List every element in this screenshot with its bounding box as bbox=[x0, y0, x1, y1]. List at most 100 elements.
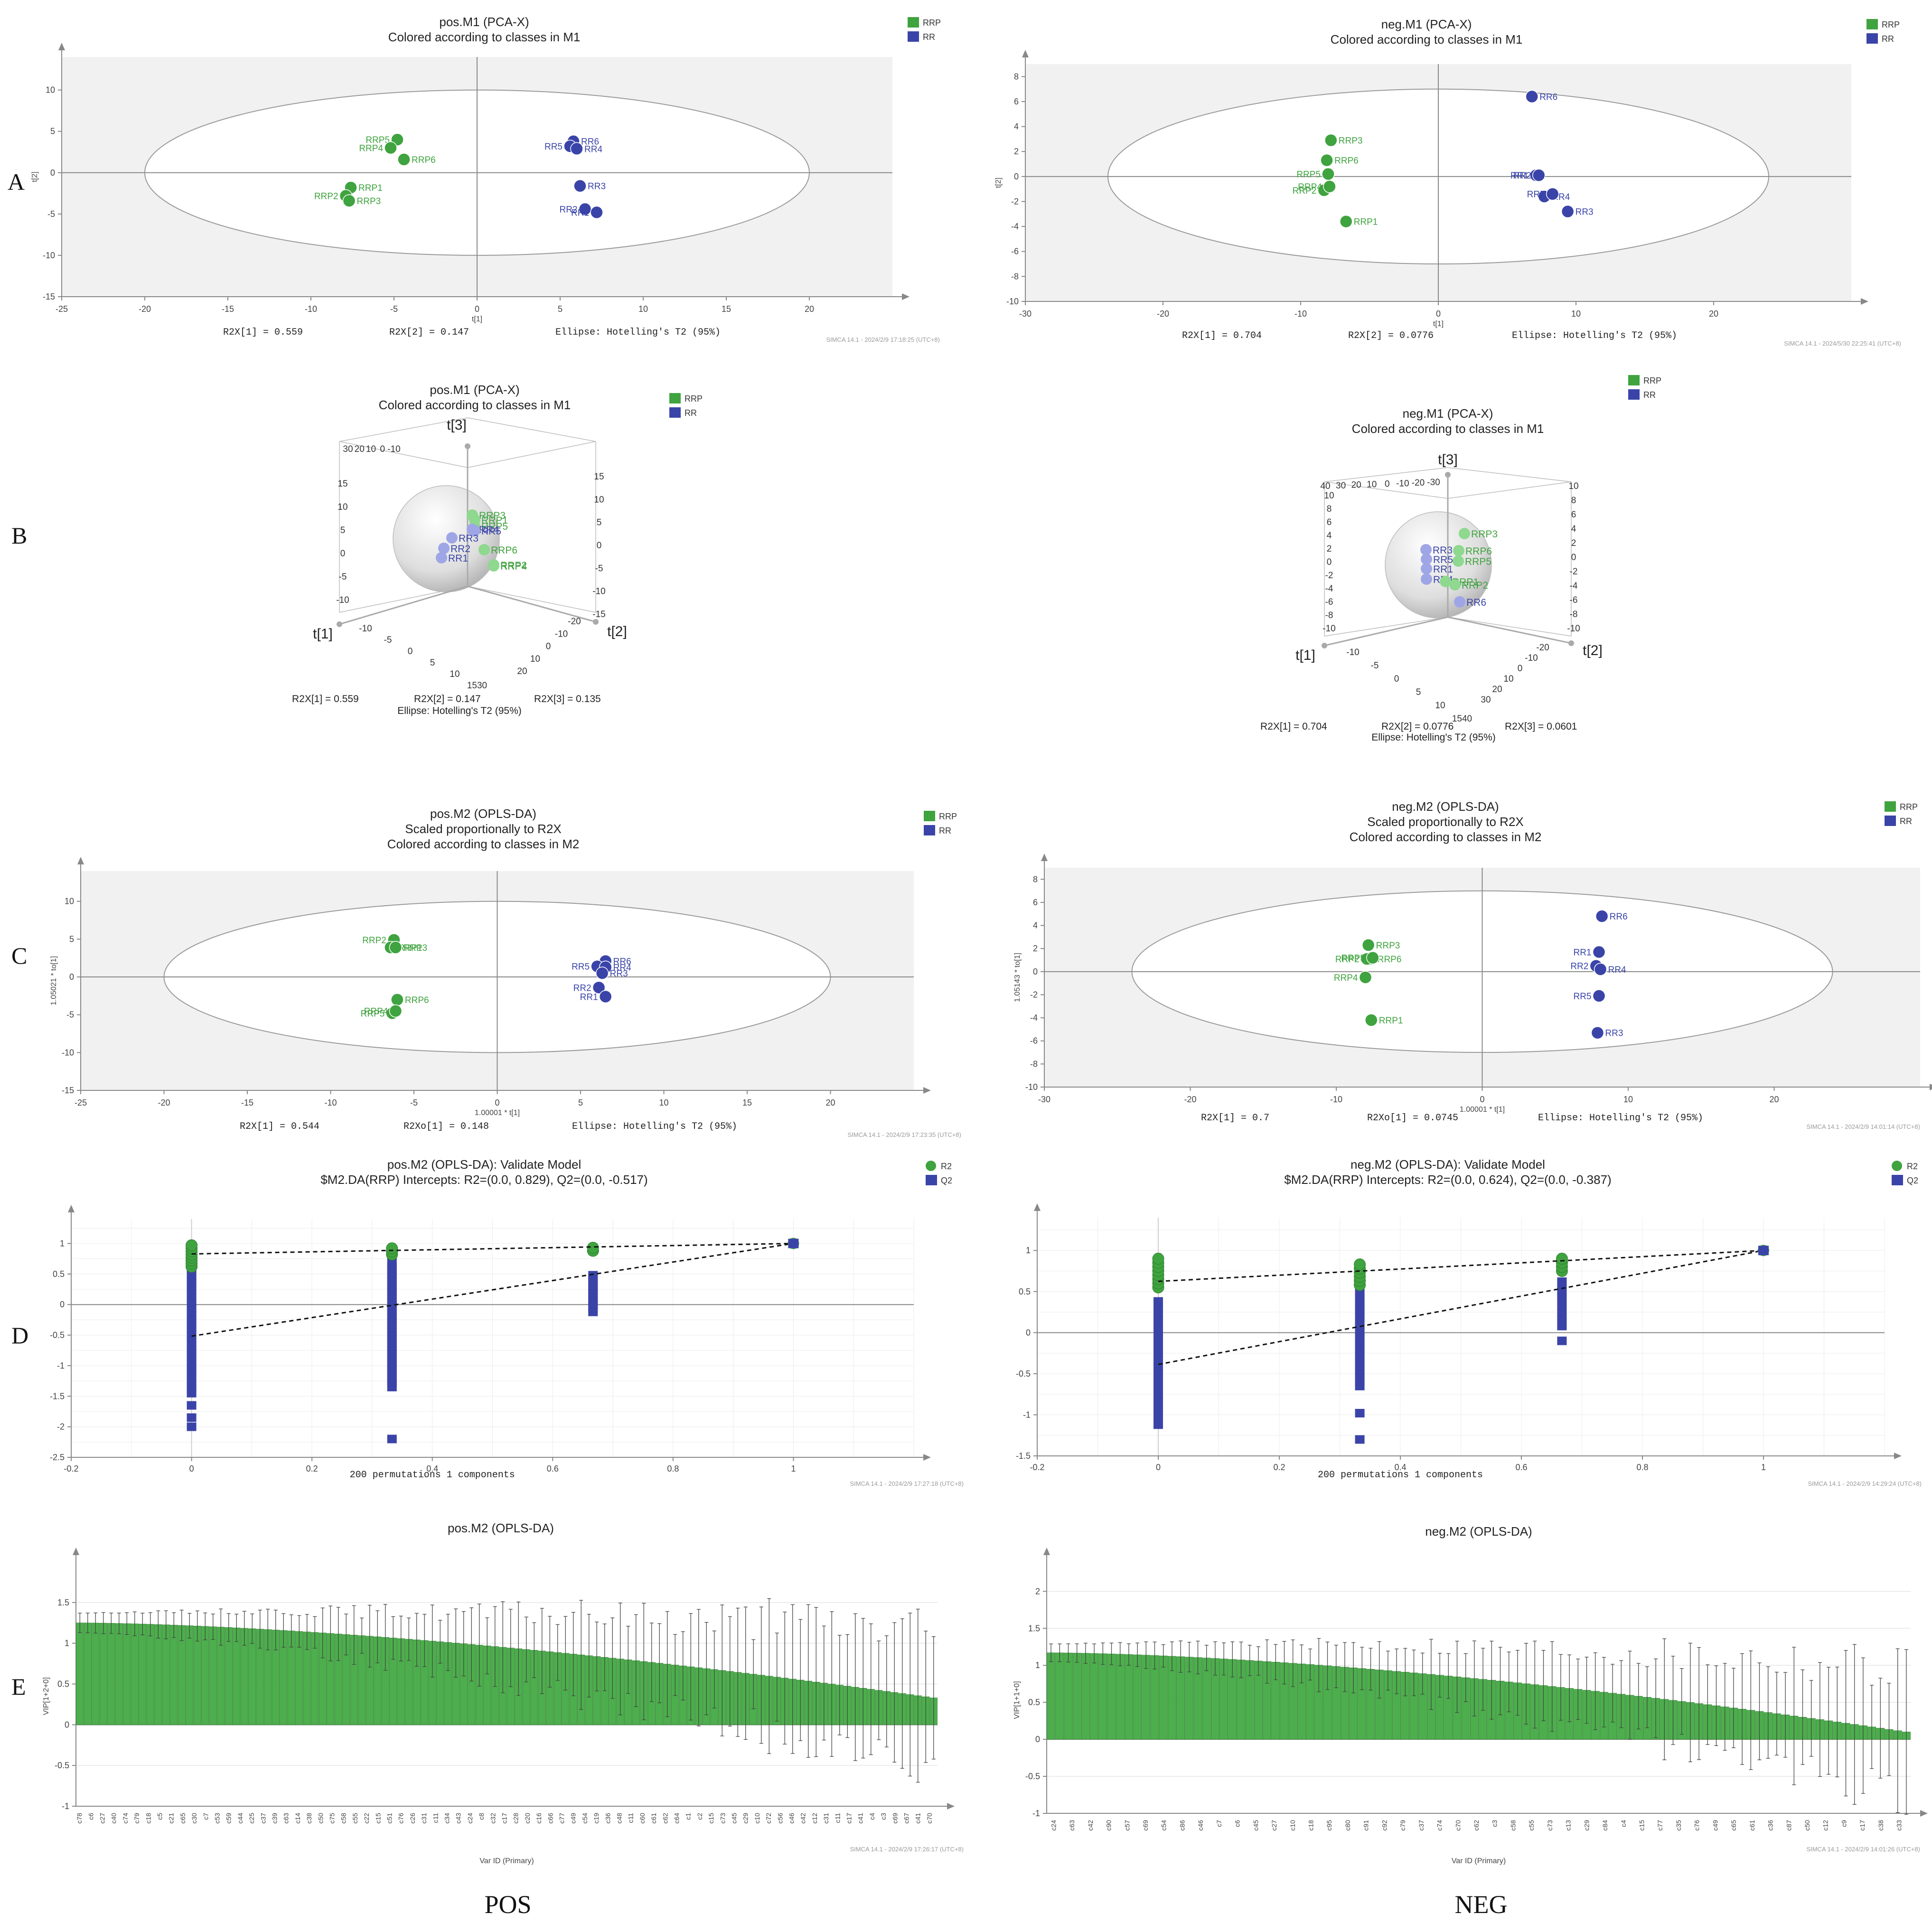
e-neg-category-label: c62 bbox=[1472, 1820, 1480, 1831]
column-label-pos: POS bbox=[484, 1890, 531, 1919]
c-neg-y-tick-label: 8 bbox=[1033, 874, 1038, 884]
b-neg-footer-stat: R2X[1] = 0.704 bbox=[1260, 721, 1327, 732]
b-neg-chart: neg.M1 (PCA-X)Colored according to class… bbox=[1260, 375, 1661, 743]
d-pos-legend-marker bbox=[926, 1161, 936, 1171]
a-neg-y-tick-label: -6 bbox=[1011, 247, 1019, 256]
d-pos-y-tick-label: 0 bbox=[60, 1300, 65, 1309]
e-pos-vip-bar bbox=[123, 1623, 131, 1725]
c-pos-point-label: RR2 bbox=[573, 983, 591, 993]
c-pos-subtitle: Scaled proportionally to R2X bbox=[405, 822, 562, 836]
d-pos-r2-intercept-line bbox=[191, 1242, 794, 1255]
b-pos-point-label: RRP4 bbox=[500, 561, 527, 572]
e-neg-category-label: c79 bbox=[1399, 1820, 1407, 1831]
a-neg-title: neg.M1 (PCA-X) bbox=[1381, 17, 1472, 31]
e-pos-category-label: c42 bbox=[799, 1813, 807, 1824]
d-pos-y-tick-label: -1.5 bbox=[50, 1391, 65, 1401]
b-neg-tick-label: 30 bbox=[1481, 695, 1491, 705]
d-neg-q2-outlier bbox=[1355, 1408, 1365, 1417]
b-neg-point-label: RRP2 bbox=[1462, 580, 1488, 591]
e-pos-category-label: c45 bbox=[731, 1813, 738, 1824]
b-neg-point-rrp5 bbox=[1453, 555, 1464, 567]
d-pos-x-tick-label: -0.2 bbox=[64, 1464, 78, 1473]
b-pos-tick-label: 10 bbox=[366, 444, 376, 454]
b-neg-tick-label: 6 bbox=[1571, 510, 1576, 520]
b-pos-point-label: RR3 bbox=[459, 533, 478, 544]
c-pos-point-label: RRP1 bbox=[398, 943, 422, 953]
a-pos-x-tick-label: 0 bbox=[475, 304, 479, 314]
b-pos-tick-label: -5 bbox=[595, 563, 603, 573]
b-pos-subtitle: Colored according to classes in M1 bbox=[379, 398, 571, 412]
d-pos-y-tick-label: 1 bbox=[60, 1238, 65, 1248]
e-neg-category-label: c29 bbox=[1583, 1820, 1590, 1831]
e-pos-y-arrow bbox=[73, 1548, 79, 1555]
c-neg-y-axis-label: 1.05143 * to[1] bbox=[1013, 953, 1022, 1002]
c-neg-y-tick-label: -4 bbox=[1030, 1013, 1038, 1022]
e-pos-category-label: c39 bbox=[271, 1813, 279, 1824]
c-neg-x-tick-label: -30 bbox=[1038, 1095, 1050, 1104]
b-pos-tick-label: 5 bbox=[430, 658, 435, 668]
d-pos-x-tick-label: 0.4 bbox=[426, 1464, 438, 1473]
c-pos-point-label: RRP4 bbox=[364, 1007, 388, 1017]
a-pos-simca-stamp: SIMCA 14.1 - 2024/2/9 17:18:25 (UTC+8) bbox=[826, 336, 940, 343]
b-neg-title: neg.M1 (PCA-X) bbox=[1403, 406, 1493, 421]
e-pos-category-label: c17 bbox=[501, 1813, 508, 1824]
b-pos-tick-label: -10 bbox=[387, 444, 400, 454]
e-neg-category-label: c35 bbox=[1675, 1820, 1682, 1831]
b-pos-axis-3d-tip bbox=[337, 621, 342, 627]
a-neg-point-rrp1 bbox=[1339, 215, 1353, 228]
e-pos-title: pos.M2 (OPLS-DA) bbox=[448, 1521, 554, 1535]
c-neg-x-tick-label: -20 bbox=[1184, 1095, 1196, 1104]
d-pos-q2-outlier bbox=[187, 1401, 197, 1410]
b-pos-tick-label: -5 bbox=[339, 572, 347, 582]
d-pos-x-arrow bbox=[923, 1454, 931, 1461]
b-pos-legend-marker bbox=[669, 393, 681, 403]
e-neg-vip-bar bbox=[1124, 1654, 1133, 1740]
c-pos-x-arrow bbox=[923, 1087, 931, 1094]
b-neg-point-label: RR6 bbox=[1466, 597, 1486, 608]
c-pos-x-tick-label: -25 bbox=[75, 1098, 87, 1107]
a-pos-legend-marker bbox=[908, 31, 919, 42]
e-pos-y-tick-label: -0.5 bbox=[55, 1761, 69, 1770]
a-pos-point-label: RRP4 bbox=[359, 144, 383, 154]
c-neg-y-tick-label: 0 bbox=[1033, 967, 1038, 976]
b-neg-footer-stat: R2X[3] = 0.0601 bbox=[1505, 721, 1577, 732]
e-neg-category-label: c17 bbox=[1858, 1820, 1866, 1831]
c-neg-footer-stat: R2Xo[1] = 0.0745 bbox=[1367, 1113, 1458, 1124]
c-pos-x-tick-label: 10 bbox=[659, 1098, 668, 1107]
c-pos-x-tick-label: 15 bbox=[742, 1098, 752, 1107]
a-neg-point-label: RR2 bbox=[1513, 171, 1531, 181]
b-neg-point-rr1 bbox=[1421, 563, 1432, 574]
d-neg-title: neg.M2 (OPLS-DA): Validate Model bbox=[1351, 1157, 1545, 1172]
e-neg-vip-bar bbox=[1098, 1653, 1107, 1740]
a-pos-point-label: RR3 bbox=[588, 182, 606, 192]
e-neg-category-label: c92 bbox=[1380, 1820, 1388, 1831]
e-pos-category-label: c72 bbox=[765, 1813, 772, 1824]
b-neg-axis-name: t[2] bbox=[1583, 643, 1603, 658]
e-pos-vip-bar bbox=[233, 1627, 241, 1725]
c-neg-legend-marker bbox=[1885, 801, 1896, 812]
b-pos-tick-label: 20 bbox=[517, 666, 527, 676]
a-neg-x-tick-label: -10 bbox=[1294, 309, 1307, 319]
e-pos-category-label: c40 bbox=[110, 1813, 118, 1824]
a-pos-y-tick-label: 0 bbox=[50, 168, 55, 178]
b-pos-tick-label: -5 bbox=[384, 635, 392, 645]
a-pos-point-label: RRP2 bbox=[314, 192, 338, 202]
b-neg-tick-label: 5 bbox=[1416, 687, 1421, 697]
e-pos-simca-stamp: SIMCA 14.1 - 2024/2/9 17:26:17 (UTC+8) bbox=[850, 1846, 964, 1853]
e-neg-vip-bar bbox=[1116, 1654, 1125, 1740]
panel-letter-e: E bbox=[11, 1673, 26, 1700]
a-neg-point-label: RR6 bbox=[1539, 92, 1557, 102]
b-neg-point-rrp1 bbox=[1440, 576, 1451, 587]
c-neg-y-arrow bbox=[1041, 854, 1048, 861]
e-neg-vip-bar bbox=[1090, 1653, 1099, 1740]
b-pos-point-rr1 bbox=[436, 552, 447, 563]
c-pos-point-label: RR5 bbox=[572, 962, 590, 972]
b-neg-point-rrp6 bbox=[1453, 545, 1464, 556]
b-neg-tick-label: 1540 bbox=[1452, 714, 1472, 724]
b-pos-point-rrp4 bbox=[488, 560, 499, 572]
d-neg-x-tick-label: 0.2 bbox=[1273, 1463, 1285, 1472]
a-pos-point-label: RR1 bbox=[571, 208, 589, 218]
b-neg-tick-label: -8 bbox=[1570, 610, 1578, 619]
e-neg-category-label: c77 bbox=[1656, 1820, 1664, 1831]
d-pos-x-tick-label: 0 bbox=[189, 1464, 194, 1473]
